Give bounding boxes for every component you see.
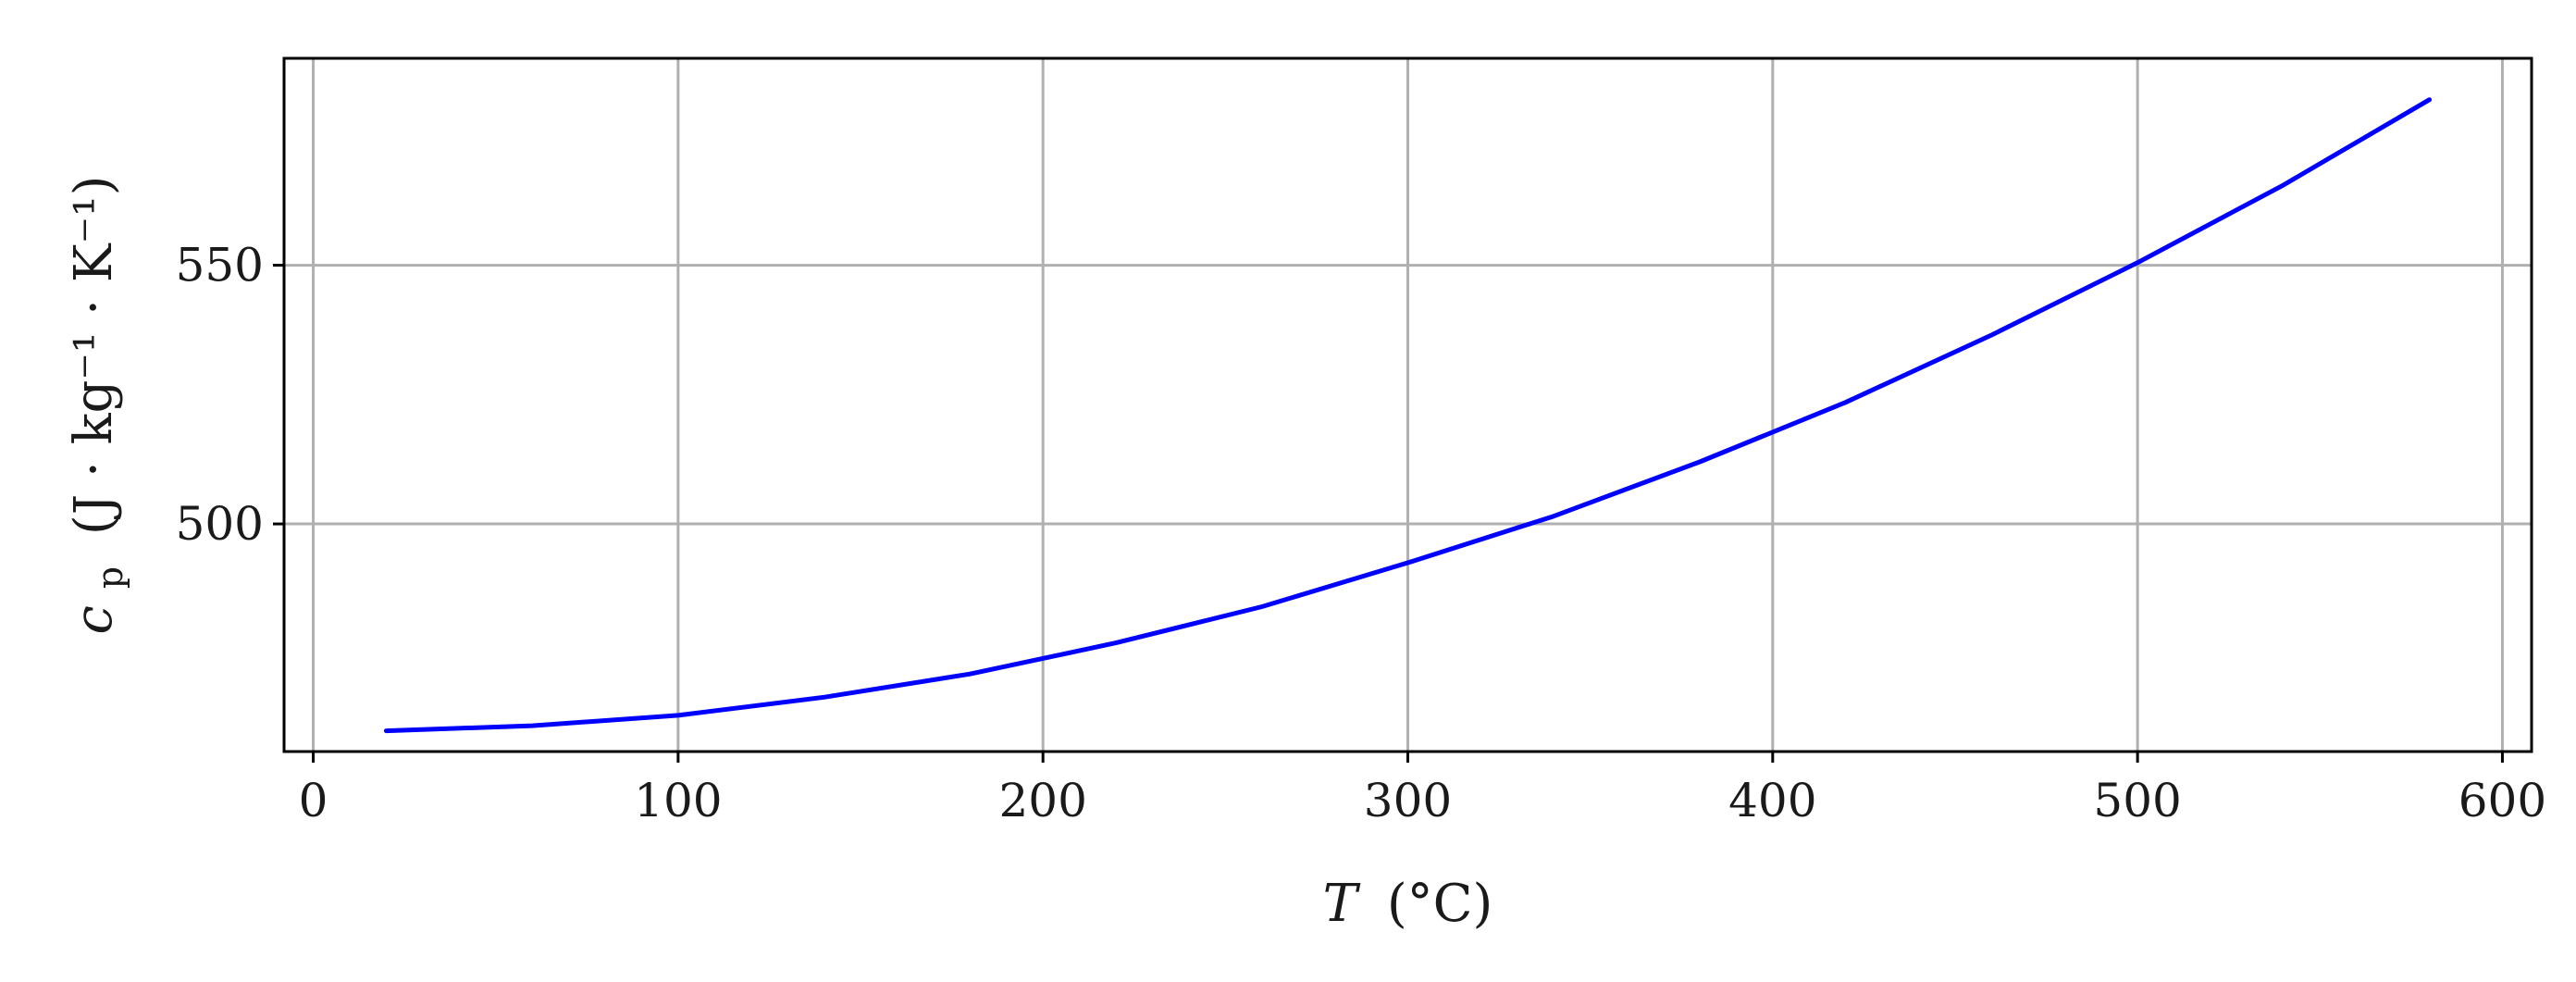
series-line-0: [383, 97, 2433, 734]
y-tick-label-500: 500: [176, 497, 264, 551]
y-axis-subscript: p: [90, 566, 130, 589]
y-axis-label: c p (J · kg⁻¹ · K⁻¹): [64, 176, 135, 635]
x-tick-label-0: 0: [299, 774, 328, 827]
x-tick-label-400: 400: [1728, 774, 1816, 827]
x-tick-label-600: 600: [2458, 774, 2546, 827]
x-axis-variable: T: [1323, 874, 1361, 934]
x-tick-label-200: 200: [998, 774, 1086, 827]
x-axis-unit: (°C): [1387, 874, 1493, 934]
x-tick-label-300: 300: [1364, 774, 1452, 827]
x-tick-label-500: 500: [2093, 774, 2181, 827]
y-axis-unit: (J · kg⁻¹ · K⁻¹): [64, 176, 124, 536]
y-axis-variable: c: [64, 605, 124, 634]
series-layer: [383, 97, 2433, 734]
labels-layer: T (°C) c p (J · kg⁻¹ · K⁻¹): [64, 176, 1492, 934]
x-axis-label: T (°C): [1323, 874, 1493, 934]
y-tick-label-550: 550: [176, 239, 264, 292]
ticks-layer: 0 100 200 300 400 500 600 500 550: [176, 239, 2547, 827]
x-tick-label-100: 100: [634, 774, 722, 827]
grid-layer: [284, 58, 2532, 752]
